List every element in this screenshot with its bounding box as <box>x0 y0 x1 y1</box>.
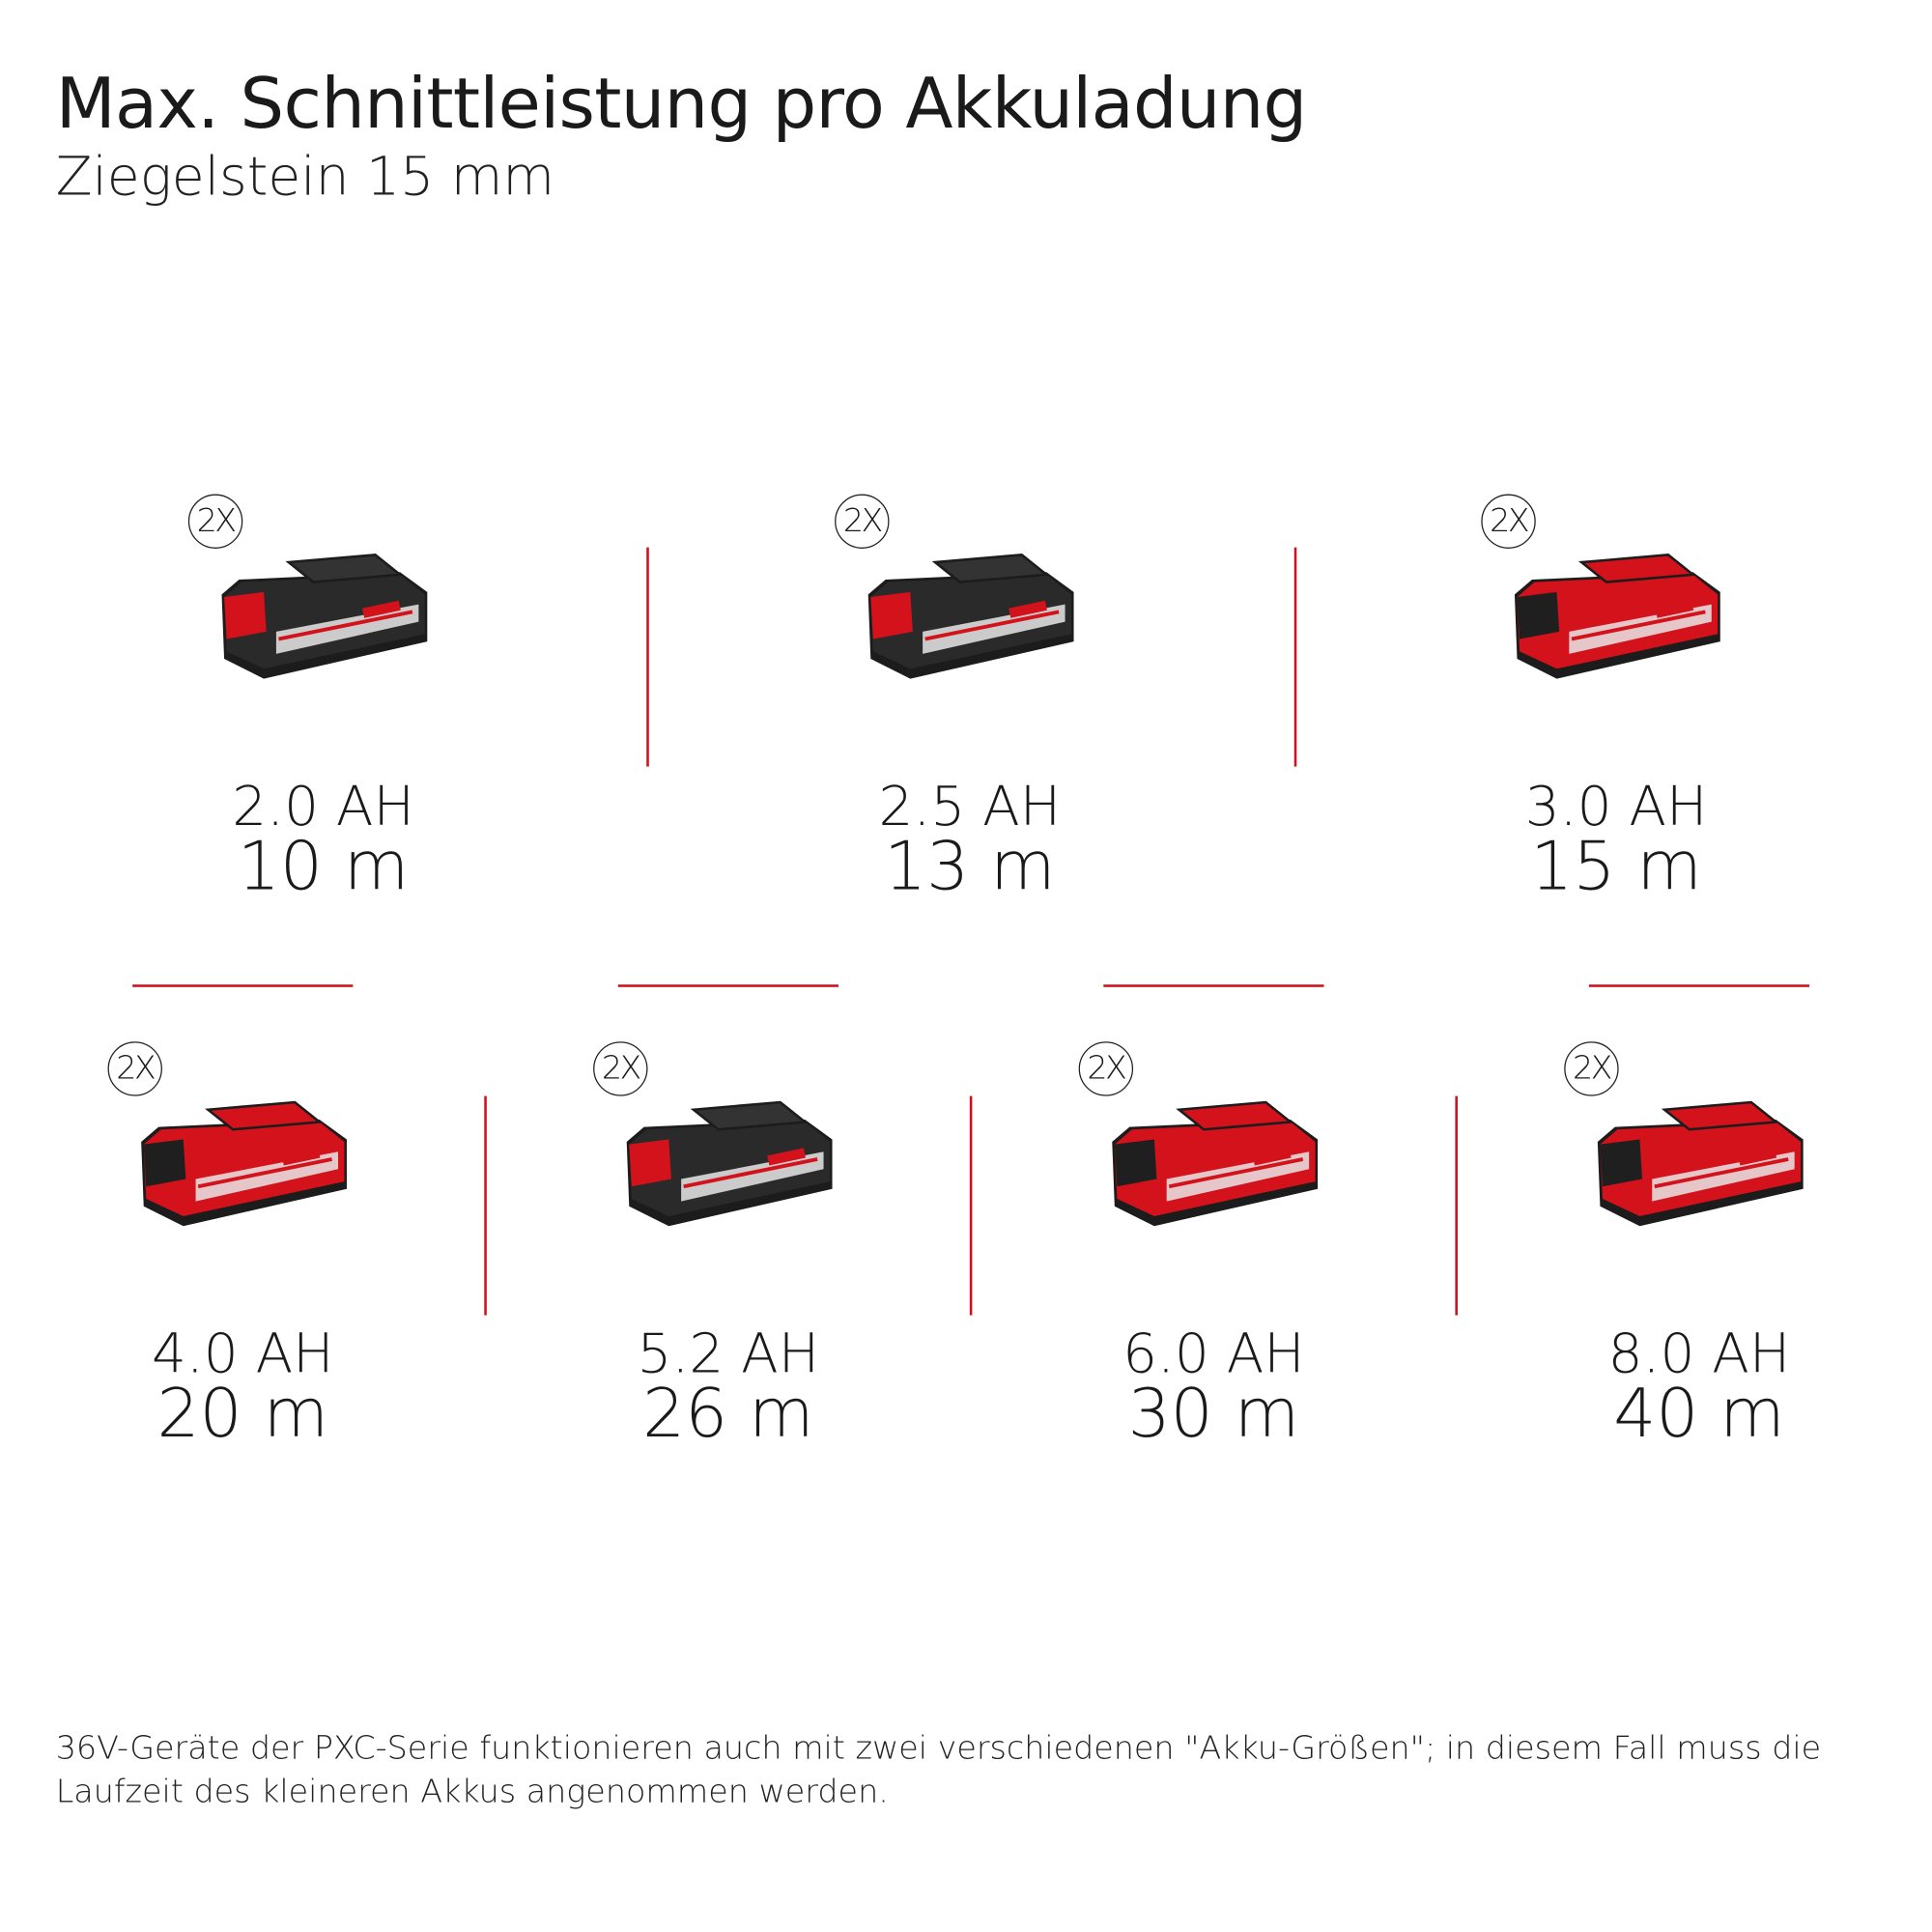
battery-pack-image <box>1507 545 1730 693</box>
quantity-badge: 2X <box>187 494 243 549</box>
battery-pack-image <box>133 1093 356 1240</box>
battery-capacity: 8.0 AH <box>1607 1322 1791 1386</box>
quantity-badge: 2X <box>1564 1041 1619 1096</box>
battery-capacity: 2.5 AH <box>878 775 1062 838</box>
vertical-divider <box>484 1095 487 1316</box>
vertical-divider <box>969 1095 973 1316</box>
quantity-badge: 2X <box>107 1041 162 1096</box>
footnote: 36V-Geräte der PXC-Serie funktionieren a… <box>55 1730 1822 1811</box>
battery-capacity: 2.0 AH <box>232 775 414 838</box>
horizontal-divider <box>1588 984 1810 987</box>
quantity-badge: 2X <box>1078 1041 1134 1096</box>
battery-pack-image <box>1590 1093 1813 1240</box>
quantity-badge: 2X <box>593 1041 648 1096</box>
battery-pack-image <box>619 1093 842 1240</box>
battery-capacity: 4.0 AH <box>151 1322 334 1386</box>
vertical-divider <box>1293 547 1297 767</box>
runtime-value: 26 m <box>642 1375 814 1453</box>
runtime-value: 13 m <box>884 827 1056 906</box>
quantity-badge: 2X <box>1481 494 1536 549</box>
runtime-value: 40 m <box>1613 1375 1785 1453</box>
battery-capacity: 3.0 AH <box>1524 775 1708 838</box>
vertical-divider <box>646 547 649 767</box>
horizontal-divider <box>617 984 838 987</box>
runtime-value: 10 m <box>237 827 410 906</box>
quantity-badge: 2X <box>835 494 890 549</box>
page-subtitle: Ziegelstein 15 mm <box>55 146 555 209</box>
page-title: Max. Schnittleistung pro Akkuladung <box>55 64 1308 145</box>
battery-capacity: 5.2 AH <box>637 1322 820 1386</box>
battery-pack-image <box>1105 1093 1328 1240</box>
battery-pack-image <box>214 545 438 693</box>
runtime-value: 15 m <box>1530 827 1702 906</box>
runtime-value: 30 m <box>1127 1375 1300 1453</box>
vertical-divider <box>1455 1095 1458 1316</box>
battery-pack-image <box>861 545 1084 693</box>
runtime-value: 20 m <box>156 1375 329 1453</box>
horizontal-divider <box>132 984 354 987</box>
horizontal-divider <box>1103 984 1324 987</box>
battery-capacity: 6.0 AH <box>1122 1322 1305 1386</box>
